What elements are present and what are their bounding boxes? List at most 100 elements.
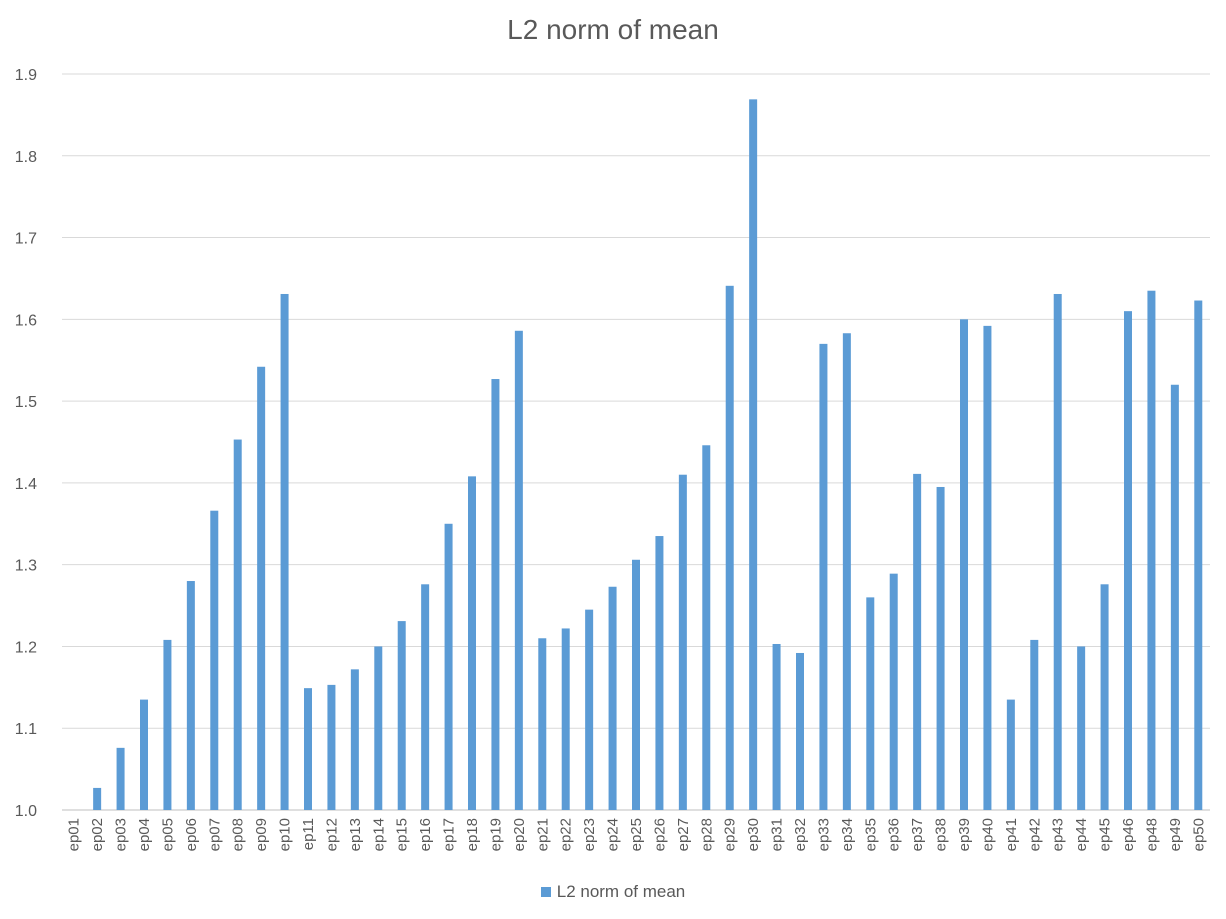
bar-ep26 <box>655 536 664 810</box>
x-tick-label: ep26 <box>651 818 668 851</box>
x-tick-label: ep35 <box>862 818 879 851</box>
bar-ep25 <box>632 559 640 810</box>
x-tick-label: ep43 <box>1050 818 1067 851</box>
x-tick-label: ep20 <box>511 818 528 851</box>
bar-ep12 <box>327 684 336 810</box>
bar-ep49 <box>1170 384 1179 810</box>
x-tick-label: ep49 <box>1167 818 1184 851</box>
bar-ep33 <box>819 343 828 810</box>
bar-ep02 <box>93 787 102 810</box>
bar-ep14 <box>374 646 383 810</box>
bar-ep05 <box>163 639 172 810</box>
bar-ep21 <box>538 638 547 810</box>
bar-ep41 <box>1006 699 1015 810</box>
bar-ep15 <box>397 621 406 810</box>
bar-ep17 <box>444 523 453 810</box>
y-tick-label: 1.0 <box>15 803 37 820</box>
y-tick-label: 1.5 <box>15 394 37 411</box>
x-tick-label: ep29 <box>722 818 739 851</box>
bar-ep16 <box>421 584 430 810</box>
y-tick-label: 1.8 <box>15 149 37 166</box>
x-tick-label: ep46 <box>1120 818 1137 851</box>
bar-ep44 <box>1077 646 1086 810</box>
x-tick-label: ep07 <box>206 818 223 851</box>
bar-ep38 <box>936 486 945 810</box>
x-tick-label: ep50 <box>1190 818 1207 851</box>
x-tick-label: ep28 <box>698 818 715 851</box>
x-tick-label: ep15 <box>394 818 411 851</box>
x-tick-label: ep12 <box>323 818 340 851</box>
x-tick-label: ep27 <box>675 818 692 851</box>
x-tick-label: ep33 <box>815 818 832 851</box>
x-tick-label: ep05 <box>159 818 176 851</box>
bar-ep09 <box>257 366 266 810</box>
x-tick-label: ep48 <box>1143 818 1160 851</box>
bar-ep03 <box>116 747 125 810</box>
x-tick-label: ep36 <box>886 818 903 851</box>
legend-swatch <box>540 887 551 897</box>
bar-ep28 <box>702 445 711 810</box>
bar-ep04 <box>140 699 148 810</box>
x-tick-label: ep44 <box>1073 818 1090 851</box>
bar-ep10 <box>280 293 289 811</box>
x-tick-label: ep25 <box>628 818 645 851</box>
bar-ep39 <box>960 319 968 810</box>
x-tick-label: ep40 <box>979 818 996 851</box>
bar-ep35 <box>866 597 875 810</box>
x-tick-label: ep06 <box>183 818 200 851</box>
x-tick-label: ep11 <box>300 818 317 850</box>
x-tick-label: ep19 <box>487 818 504 851</box>
y-tick-label: 1.6 <box>15 312 37 329</box>
x-tick-label: ep16 <box>417 818 434 851</box>
bar-ep34 <box>842 333 851 810</box>
x-tick-label: ep37 <box>909 818 926 851</box>
legend-label: L2 norm of mean <box>556 882 686 901</box>
bar-ep07 <box>210 510 219 810</box>
x-tick-label: ep09 <box>253 818 270 851</box>
bar-ep40 <box>983 325 992 810</box>
bar-ep24 <box>608 586 617 810</box>
x-tick-label: ep21 <box>534 818 551 851</box>
bar-ep11 <box>304 688 312 810</box>
x-tick-label: ep14 <box>370 818 387 851</box>
bar-ep22 <box>561 628 570 810</box>
bar-ep36 <box>889 573 898 810</box>
bar-ep23 <box>585 609 594 810</box>
bar-ep46 <box>1124 311 1132 810</box>
x-tick-label: ep30 <box>745 818 762 851</box>
x-tick-label: ep41 <box>1003 818 1020 851</box>
bar-ep37 <box>913 473 922 810</box>
x-tick-label: ep17 <box>441 818 458 851</box>
x-tick-label: ep38 <box>933 818 950 851</box>
y-tick-label: 1.7 <box>15 231 37 248</box>
x-tick-label: ep42 <box>1026 818 1043 851</box>
y-tick-label: 1.2 <box>15 639 37 656</box>
x-tick-label: ep01 <box>66 818 83 851</box>
x-tick-label: ep31 <box>769 818 786 851</box>
bar-ep31 <box>772 643 781 810</box>
x-tick-label: ep04 <box>136 818 153 851</box>
x-tick-label: ep03 <box>113 818 130 851</box>
x-tick-label: ep13 <box>347 818 364 851</box>
bar-ep19 <box>491 379 500 810</box>
bar-ep32 <box>796 652 804 810</box>
x-tick-label: ep39 <box>956 818 973 851</box>
chart-title: L2 norm of mean <box>507 14 719 45</box>
y-tick-label: 1.1 <box>15 721 37 738</box>
y-tick-label: 1.3 <box>15 558 37 575</box>
bar-ep18 <box>468 476 476 810</box>
bar-ep29 <box>725 285 734 810</box>
bar-ep48 <box>1147 290 1156 810</box>
x-tick-label: ep10 <box>277 818 294 851</box>
bar-ep27 <box>678 474 687 810</box>
bar-ep13 <box>350 669 359 810</box>
x-tick-label: ep18 <box>464 818 481 851</box>
y-tick-label: 1.9 <box>15 67 37 84</box>
bar-ep45 <box>1100 584 1109 810</box>
y-tick-label: 1.4 <box>15 476 37 493</box>
legend: L2 norm of mean <box>0 882 1226 902</box>
x-tick-label: ep08 <box>230 818 247 851</box>
x-tick-label: ep32 <box>792 818 809 851</box>
